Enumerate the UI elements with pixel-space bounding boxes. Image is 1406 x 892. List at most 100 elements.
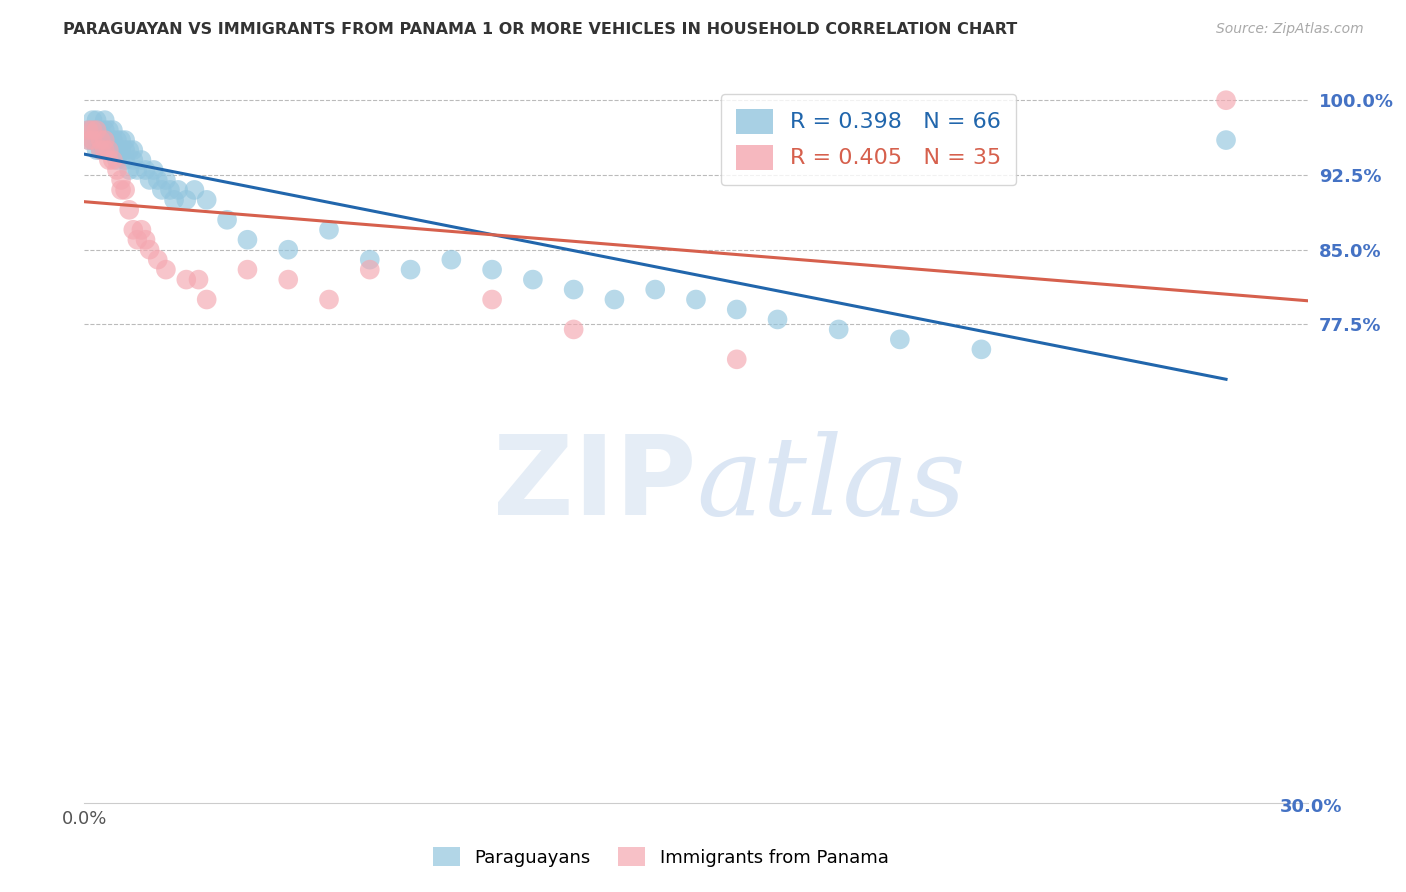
Point: [359, 262, 381, 277]
Point: [562, 283, 585, 297]
Point: [101, 123, 124, 137]
Point: [522, 272, 544, 286]
Point: [167, 183, 190, 197]
Point: [114, 153, 136, 167]
Point: [138, 173, 160, 187]
Point: [481, 262, 503, 277]
Point: [195, 293, 218, 307]
Text: 30.0%: 30.0%: [1281, 798, 1343, 816]
Point: [105, 163, 128, 178]
Point: [101, 143, 124, 157]
Point: [183, 183, 205, 197]
Point: [122, 223, 145, 237]
Point: [122, 143, 145, 157]
Text: ZIP: ZIP: [492, 432, 696, 539]
Point: [562, 322, 585, 336]
Point: [93, 143, 115, 157]
Point: [110, 183, 132, 197]
Legend: Paraguayans, Immigrants from Panama: Paraguayans, Immigrants from Panama: [426, 840, 896, 874]
Point: [97, 153, 120, 167]
Legend: R = 0.398   N = 66, R = 0.405   N = 35: R = 0.398 N = 66, R = 0.405 N = 35: [721, 95, 1015, 185]
Point: [110, 133, 132, 147]
Point: [82, 133, 104, 147]
Point: [163, 193, 186, 207]
Point: [174, 193, 197, 207]
Point: [685, 293, 707, 307]
Point: [195, 193, 218, 207]
Point: [359, 252, 381, 267]
Point: [97, 143, 120, 157]
Point: [86, 133, 108, 147]
Point: [105, 153, 128, 167]
Point: [277, 243, 299, 257]
Point: [110, 143, 132, 157]
Point: [97, 123, 120, 137]
Point: [97, 133, 120, 147]
Point: [828, 322, 851, 336]
Point: [481, 293, 503, 307]
Point: [77, 133, 100, 147]
Point: [277, 272, 299, 286]
Point: [725, 352, 748, 367]
Point: [93, 133, 115, 147]
Point: [90, 143, 112, 157]
Point: [159, 183, 181, 197]
Point: [114, 183, 136, 197]
Point: [766, 312, 789, 326]
Point: [217, 212, 239, 227]
Point: [644, 283, 666, 297]
Point: [90, 143, 112, 157]
Point: [118, 163, 141, 178]
Point: [101, 153, 124, 167]
Point: [174, 272, 197, 286]
Point: [150, 183, 173, 197]
Point: [77, 133, 100, 147]
Point: [90, 123, 112, 137]
Point: [131, 223, 153, 237]
Point: [114, 133, 136, 147]
Point: [82, 123, 104, 137]
Point: [82, 123, 104, 137]
Point: [122, 153, 145, 167]
Point: [155, 262, 177, 277]
Point: [118, 202, 141, 217]
Point: [105, 133, 128, 147]
Text: Source: ZipAtlas.com: Source: ZipAtlas.com: [1216, 22, 1364, 37]
Point: [318, 293, 340, 307]
Point: [318, 223, 340, 237]
Point: [77, 123, 100, 137]
Point: [970, 343, 993, 357]
Point: [135, 233, 157, 247]
Point: [155, 173, 177, 187]
Point: [93, 123, 115, 137]
Point: [77, 123, 100, 137]
Point: [146, 173, 169, 187]
Point: [82, 113, 104, 128]
Point: [1215, 93, 1237, 107]
Point: [135, 163, 157, 178]
Point: [127, 233, 149, 247]
Point: [889, 332, 911, 346]
Point: [399, 262, 422, 277]
Point: [236, 262, 259, 277]
Point: [110, 173, 132, 187]
Point: [93, 113, 115, 128]
Point: [82, 133, 104, 147]
Point: [86, 113, 108, 128]
Text: atlas: atlas: [696, 431, 966, 539]
Point: [86, 123, 108, 137]
Point: [236, 233, 259, 247]
Point: [1215, 133, 1237, 147]
Point: [187, 272, 209, 286]
Text: PARAGUAYAN VS IMMIGRANTS FROM PANAMA 1 OR MORE VEHICLES IN HOUSEHOLD CORRELATION: PARAGUAYAN VS IMMIGRANTS FROM PANAMA 1 O…: [63, 22, 1018, 37]
Point: [146, 252, 169, 267]
Point: [105, 143, 128, 157]
Point: [90, 133, 112, 147]
Point: [440, 252, 463, 267]
Point: [86, 143, 108, 157]
Point: [142, 163, 165, 178]
Point: [86, 123, 108, 137]
Point: [127, 163, 149, 178]
Point: [725, 302, 748, 317]
Point: [93, 133, 115, 147]
